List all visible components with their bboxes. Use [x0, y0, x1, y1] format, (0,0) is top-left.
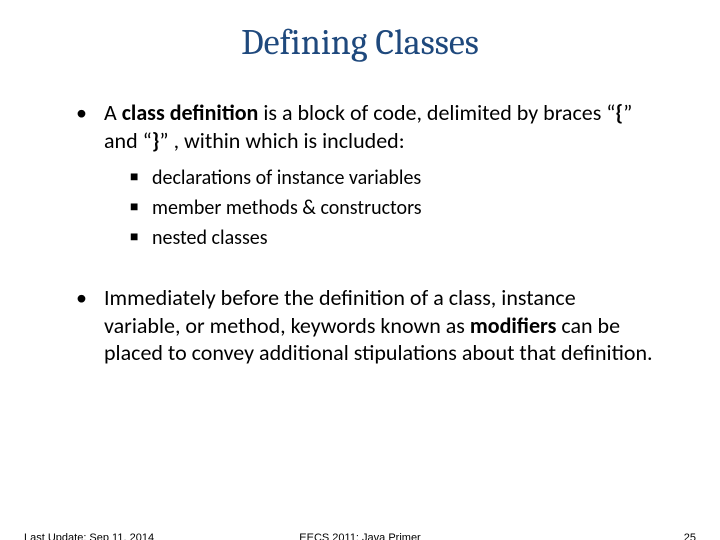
slide-title: Defining Classes	[0, 22, 720, 63]
bullet-text: Immediately before the definition of a c…	[104, 284, 656, 367]
text-run: is a block of code, delimited by braces …	[258, 99, 615, 126]
slide-content: • A class definition is a block of code,…	[0, 99, 720, 367]
footer-course: EECS 2011: Java Primer	[0, 532, 720, 540]
bullet-marker: •	[76, 99, 104, 127]
bullet-item: • A class definition is a block of code,…	[76, 99, 656, 154]
sub-bullet-text: member methods & constructors	[152, 194, 656, 222]
sub-bullet-marker: ■	[130, 194, 152, 221]
bullet-marker: •	[76, 284, 104, 312]
sub-bullet-item: ■ nested classes	[130, 224, 656, 252]
bullet-text: A class definition is a block of code, d…	[104, 99, 656, 154]
text-run-bold: {	[616, 99, 624, 126]
slide: Defining Classes • A class definition is…	[0, 22, 720, 540]
bullet-item: • Immediately before the definition of a…	[76, 284, 656, 367]
sub-bullet-marker: ■	[130, 164, 152, 191]
sub-bullet-list: ■ declarations of instance variables ■ m…	[130, 164, 656, 252]
sub-bullet-item: ■ member methods & constructors	[130, 194, 656, 222]
text-run-bold: class definition	[122, 99, 259, 126]
footer-page-number: 25	[684, 532, 696, 540]
text-run-bold: modifiers	[470, 312, 557, 339]
sub-bullet-marker: ■	[130, 224, 152, 251]
sub-bullet-item: ■ declarations of instance variables	[130, 164, 656, 192]
text-run: ” , within which is included:	[159, 127, 404, 154]
sub-bullet-text: nested classes	[152, 224, 656, 252]
text-run: A	[104, 99, 122, 126]
sub-bullet-text: declarations of instance variables	[152, 164, 656, 192]
